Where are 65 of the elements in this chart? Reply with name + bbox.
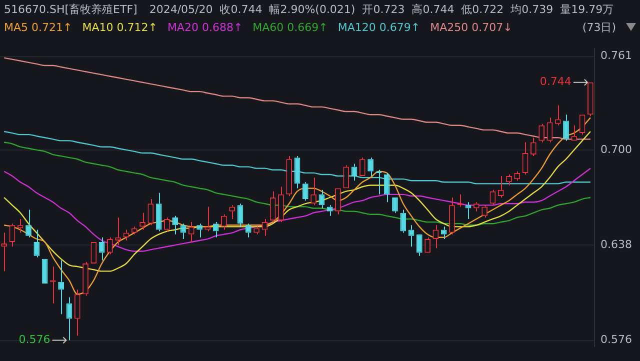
candlestick — [408, 224, 414, 248]
candlestick — [302, 182, 308, 202]
candlestick — [221, 214, 227, 230]
candlestick — [424, 236, 430, 253]
y-tick-label: 0.761 — [600, 49, 632, 62]
text: MA5 0.721↑ — [4, 20, 72, 34]
candlestick — [400, 209, 406, 234]
candlestick — [368, 157, 374, 177]
text: MA20 0.688↑ — [167, 20, 243, 34]
candlestick — [278, 186, 284, 223]
candlestick — [17, 218, 24, 234]
text: MA60 0.669↑ — [252, 20, 328, 34]
candlestick — [74, 289, 80, 336]
text: MA120 0.679↑ — [338, 20, 420, 34]
chart-subtitle: 2024/05/20 收0.744 幅2.90%(0.021) 开0.723 高0.744 低0.722 均0.739 量19.79万 — [149, 2, 614, 16]
candlestick — [286, 156, 292, 196]
candlestick — [66, 296, 72, 341]
candlestick — [376, 169, 382, 195]
candlestick — [204, 206, 211, 232]
candlestick — [335, 188, 341, 215]
chart-title: 516670.SH[畜牧养殖ETF] — [4, 2, 138, 16]
candlestick — [107, 236, 113, 255]
text: MA250 0.707↓ — [430, 20, 512, 34]
candlestick — [34, 229, 40, 258]
candlestick — [588, 82, 594, 117]
candlestick — [440, 226, 447, 240]
candlestick — [449, 197, 455, 235]
candlestick — [384, 172, 390, 203]
candlestick — [237, 203, 244, 228]
candlestick — [212, 222, 219, 238]
candlestick — [26, 209, 32, 238]
text: (73日) — [582, 20, 616, 34]
candlestick — [164, 216, 170, 232]
candlestick — [571, 124, 578, 141]
candlestick — [115, 216, 122, 246]
candlestick — [270, 190, 276, 223]
line-series — [3, 130, 592, 272]
text: MA10 0.712↑ — [82, 20, 158, 34]
candlestick — [58, 260, 64, 315]
candlestick — [522, 142, 528, 175]
annotation: 0.576 — [18, 333, 50, 346]
y-tick-label: 0.638 — [600, 238, 632, 251]
candlestick — [196, 223, 202, 238]
candlestick — [9, 223, 16, 248]
line-series — [3, 57, 592, 140]
y-tick-label: 0.576 — [600, 333, 632, 346]
candlestick — [530, 137, 536, 157]
candlestick — [156, 192, 162, 232]
candlestick — [148, 198, 154, 226]
candlestick — [579, 114, 586, 136]
candlestick — [82, 261, 88, 296]
candlestick — [359, 157, 366, 176]
candlestick — [392, 198, 398, 214]
candlestick — [326, 204, 333, 216]
candlestick — [98, 236, 105, 261]
candlestick — [416, 234, 422, 256]
candlestick — [563, 114, 569, 142]
line-series — [3, 168, 592, 252]
y-tick-label: 0.700 — [600, 142, 632, 156]
candlestick — [180, 223, 186, 240]
candlestick — [538, 123, 545, 143]
candlestick — [343, 164, 350, 188]
annotation: 0.744 — [540, 75, 572, 88]
candlestick — [294, 156, 300, 189]
candlestick — [473, 202, 480, 212]
